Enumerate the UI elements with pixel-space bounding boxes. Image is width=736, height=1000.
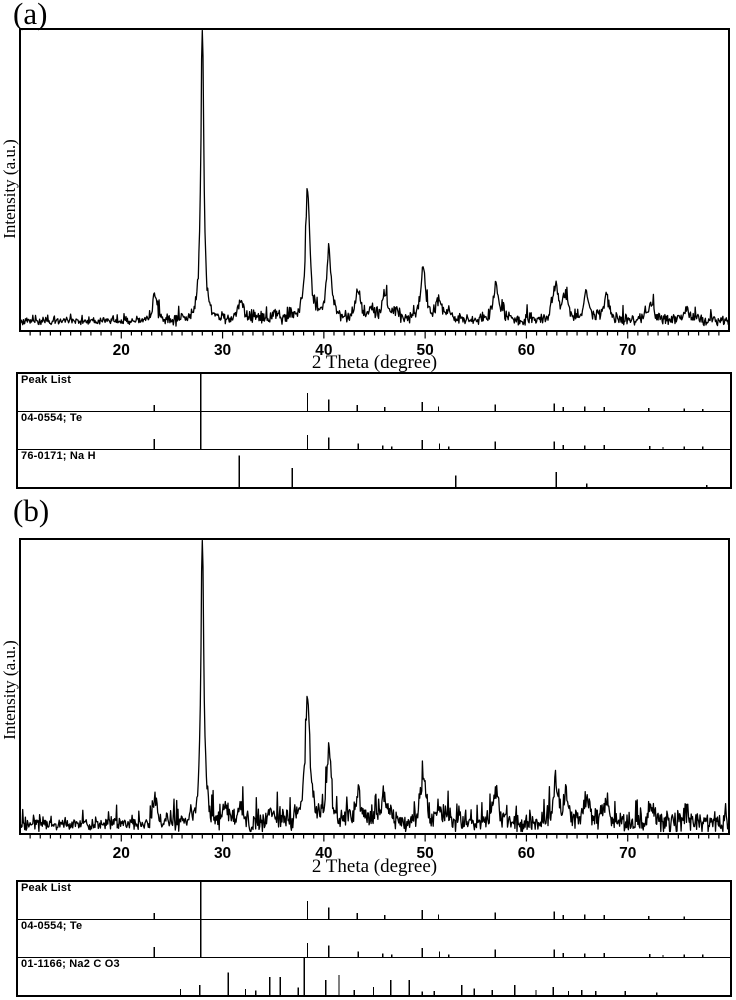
- ref-row-label: 04-0554; Te: [21, 412, 83, 424]
- reference-ticks-svg: [153, 412, 704, 449]
- reference-ticks-svg: [153, 920, 704, 957]
- svg-text:40: 40: [315, 342, 332, 359]
- ref-row-label: Peak List: [21, 374, 72, 386]
- ref-row-label: 04-0554; Te: [21, 920, 83, 932]
- x-axis-ticks: [29, 331, 720, 339]
- x-axis-tick-labels: 20 30 40 50 60 70: [113, 845, 637, 862]
- x-axis-title-b: 2 Theta (degree): [311, 856, 438, 877]
- x-axis-ticks: [29, 834, 720, 842]
- ref-row-peaklist-b: Peak List: [18, 882, 730, 919]
- xrd-plot-svg: 20 30 40 50 60 70: [19, 28, 730, 359]
- ref-row-label: 01-1166; Na2 C O3: [21, 958, 120, 970]
- svg-text:70: 70: [619, 342, 636, 359]
- x-axis-title-a: 2 Theta (degree): [311, 352, 438, 373]
- svg-text:20: 20: [113, 845, 130, 862]
- plot-frame: [19, 538, 730, 835]
- svg-text:40: 40: [315, 845, 332, 862]
- svg-text:60: 60: [518, 845, 535, 862]
- ref-row-te-b: 04-0554; Te: [18, 919, 730, 957]
- ref-row-label: 76-0171; Na H: [21, 450, 96, 462]
- svg-text:30: 30: [214, 342, 231, 359]
- xrd-trace: [19, 539, 730, 833]
- ref-row-label: Peak List: [21, 882, 72, 894]
- xrd-chart-b: 20 30 40 50 60 70: [0, 538, 736, 872]
- svg-text:70: 70: [619, 845, 636, 862]
- panel-label-a: (a): [13, 0, 48, 31]
- xrd-chart-a: 20 30 40 50 60 70: [0, 28, 736, 369]
- ref-row-peaklist-a: Peak List: [18, 374, 730, 411]
- ref-row-te-a: 04-0554; Te: [18, 411, 730, 449]
- peak-list-panel-b: Peak List 04-0554; Te 01-1166; Na2 C O3: [16, 880, 732, 997]
- svg-text:50: 50: [417, 342, 434, 359]
- reference-ticks-svg: [153, 882, 686, 919]
- xrd-plot-svg: 20 30 40 50 60 70: [19, 538, 730, 862]
- svg-text:60: 60: [518, 342, 535, 359]
- ref-row-na2co3-b: 01-1166; Na2 C O3: [18, 957, 730, 995]
- ref-row-nah-a: 76-0171; Na H: [18, 449, 730, 487]
- xrd-trace: [19, 29, 730, 327]
- svg-text:50: 50: [417, 845, 434, 862]
- reference-ticks-svg: [238, 455, 708, 487]
- reference-ticks-svg: [179, 958, 658, 995]
- svg-text:20: 20: [113, 342, 130, 359]
- plot-frame: [19, 28, 730, 332]
- x-axis-tick-labels: 20 30 40 50 60 70: [113, 342, 637, 359]
- peak-list-panel-a: Peak List 04-0554; Te 76-0171; Na H: [16, 372, 732, 489]
- reference-ticks-svg: [153, 374, 704, 411]
- panel-label-b: (b): [13, 493, 50, 528]
- svg-text:30: 30: [214, 845, 231, 862]
